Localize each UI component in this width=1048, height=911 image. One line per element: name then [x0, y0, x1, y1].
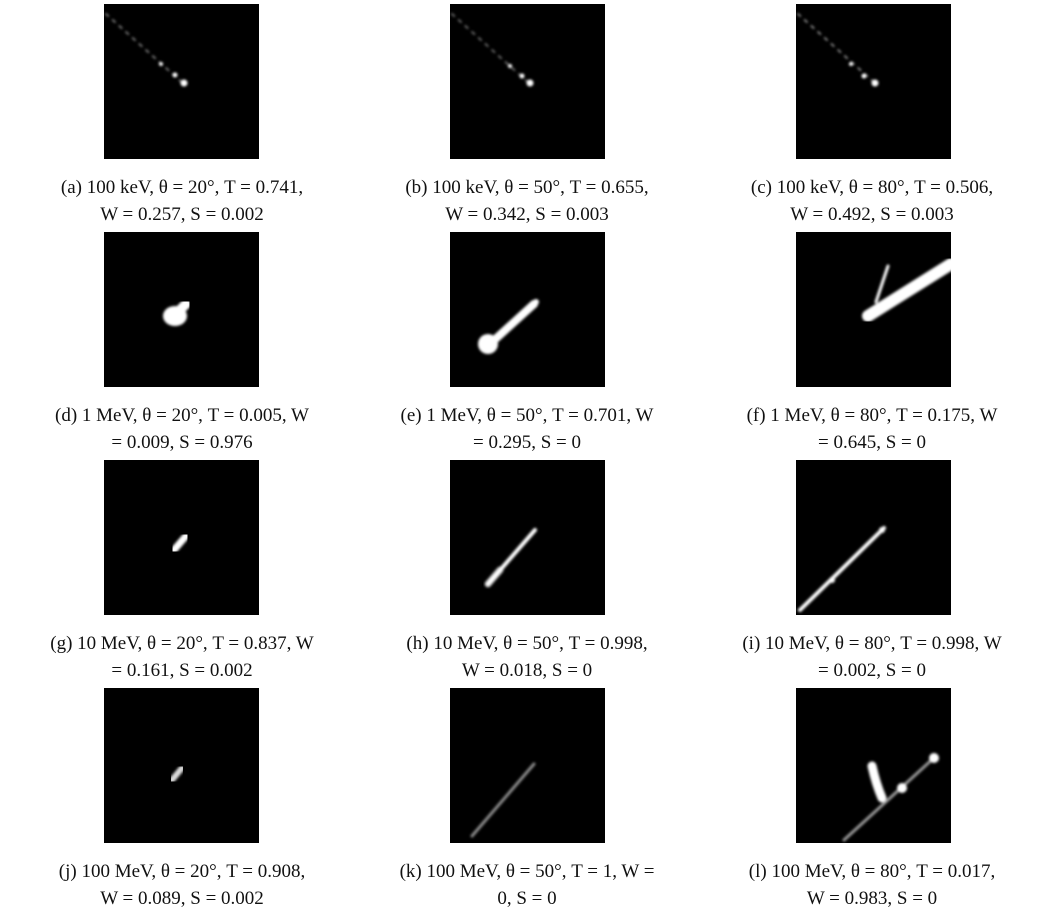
caption-line: = 0.295, S = 0: [473, 432, 581, 453]
panel-image: [796, 460, 951, 615]
panel-image: [796, 688, 951, 843]
caption-line: 0, S = 0: [497, 888, 556, 909]
caption-line: (g) 10 MeV, θ = 20°, T = 0.837, W: [50, 633, 314, 654]
panel-image: [450, 232, 605, 387]
panel-image: [796, 232, 951, 387]
caption-line: (j) 100 MeV, θ = 20°, T = 0.908,: [59, 861, 305, 882]
caption-line: = 0.645, S = 0: [818, 432, 926, 453]
panel-image: [450, 688, 605, 843]
caption-line: (l) 100 MeV, θ = 80°, T = 0.017,: [749, 861, 995, 882]
caption-line: W = 0.089, S = 0.002: [100, 888, 264, 909]
panel-image: [450, 4, 605, 159]
caption-line: = 0.009, S = 0.976: [111, 432, 252, 453]
caption-line: (d) 1 MeV, θ = 20°, T = 0.005, W: [55, 405, 309, 426]
panel-image: [104, 688, 259, 843]
caption-line: W = 0.342, S = 0.003: [445, 204, 609, 225]
caption-line: (i) 10 MeV, θ = 80°, T = 0.998, W: [742, 633, 1001, 654]
caption-line: (e) 1 MeV, θ = 50°, T = 0.701, W: [401, 405, 654, 426]
panel-image: [104, 460, 259, 615]
caption-line: (c) 100 keV, θ = 80°, T = 0.506,: [751, 177, 993, 198]
caption-line: W = 0.257, S = 0.002: [100, 204, 264, 225]
caption-line: W = 0.492, S = 0.003: [790, 204, 954, 225]
caption-line: (h) 10 MeV, θ = 50°, T = 0.998,: [406, 633, 647, 654]
figure: (a) 100 keV, θ = 20°, T = 0.741, W = 0.25…: [0, 0, 1048, 911]
caption-line: W = 0.018, S = 0: [462, 660, 592, 681]
caption-line: W = 0.983, S = 0: [807, 888, 937, 909]
panel-image: [796, 4, 951, 159]
caption-line: (k) 100 MeV, θ = 50°, T = 1, W =: [400, 861, 655, 882]
caption-line: (f) 1 MeV, θ = 80°, T = 0.175, W: [747, 405, 998, 426]
caption-line: (a) 100 keV, θ = 20°, T = 0.741,: [61, 177, 303, 198]
panel-image: [450, 460, 605, 615]
caption-line: = 0.161, S = 0.002: [111, 660, 252, 681]
panel-image: [104, 4, 259, 159]
caption-line: (b) 100 keV, θ = 50°, T = 0.655,: [405, 177, 648, 198]
caption-line: = 0.002, S = 0: [818, 660, 926, 681]
panel-image: [104, 232, 259, 387]
